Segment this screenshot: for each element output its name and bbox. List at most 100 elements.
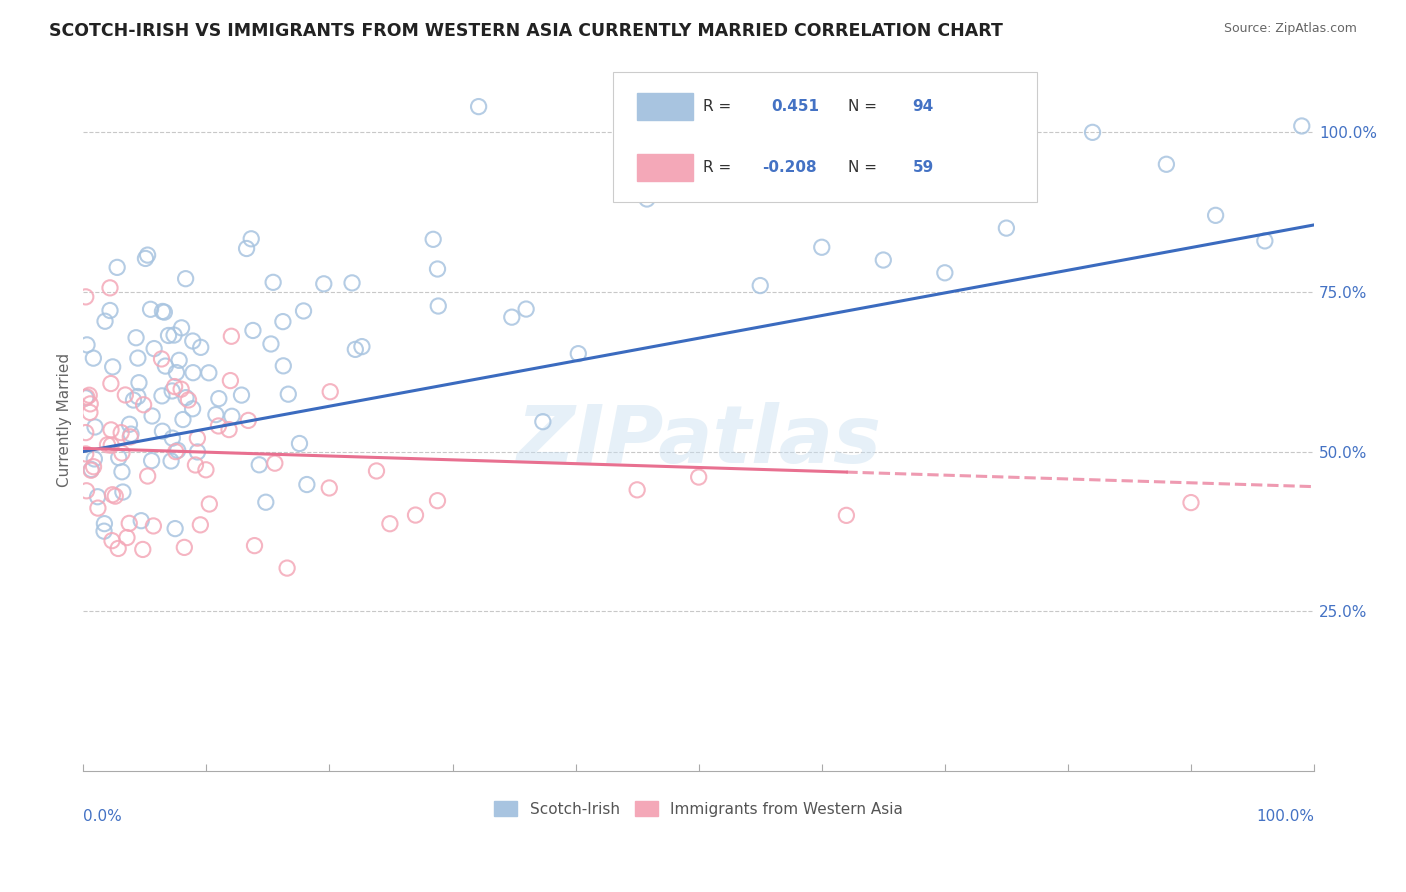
Point xyxy=(98,303,121,318)
Point xyxy=(427,299,450,313)
Point xyxy=(231,388,253,402)
Text: 0.451: 0.451 xyxy=(770,99,818,114)
Point xyxy=(749,278,772,293)
Point xyxy=(127,351,149,365)
Point xyxy=(221,409,243,424)
Point xyxy=(378,516,401,531)
Text: Source: ZipAtlas.com: Source: ZipAtlas.com xyxy=(1223,22,1357,36)
Point xyxy=(172,412,194,426)
Point xyxy=(163,328,186,343)
Point xyxy=(76,483,98,498)
Point xyxy=(142,519,165,533)
Point xyxy=(98,281,121,295)
Text: 100.0%: 100.0% xyxy=(1256,809,1315,824)
Point xyxy=(104,489,127,503)
Point xyxy=(170,321,193,335)
Point xyxy=(96,438,118,452)
Text: R =: R = xyxy=(703,99,731,114)
Point xyxy=(87,501,110,516)
Point xyxy=(101,488,124,502)
Point xyxy=(153,305,176,319)
Point xyxy=(219,374,242,388)
Text: 0.0%: 0.0% xyxy=(83,809,122,824)
Point xyxy=(120,430,142,444)
Point xyxy=(134,252,156,266)
Point xyxy=(167,353,190,368)
Point xyxy=(76,338,98,352)
Point xyxy=(136,469,159,483)
FancyBboxPatch shape xyxy=(613,72,1038,202)
Point xyxy=(136,248,159,262)
Point xyxy=(340,276,363,290)
Bar xyxy=(637,93,693,120)
Point xyxy=(141,409,163,423)
Point xyxy=(186,431,208,445)
Point xyxy=(1291,119,1313,133)
Point xyxy=(188,517,211,532)
Point xyxy=(129,514,152,528)
Point xyxy=(995,221,1018,235)
Point xyxy=(344,343,367,357)
Point xyxy=(238,413,260,427)
Point xyxy=(184,458,207,472)
Point xyxy=(835,508,858,523)
Point xyxy=(101,359,124,374)
Point xyxy=(422,232,444,246)
Point xyxy=(247,458,270,472)
Point xyxy=(235,242,257,256)
Point xyxy=(426,262,449,277)
Point xyxy=(271,359,294,373)
Point xyxy=(263,456,285,470)
Point xyxy=(260,337,283,351)
Point xyxy=(160,384,183,398)
Point xyxy=(100,423,122,437)
Text: 94: 94 xyxy=(912,99,934,114)
Point xyxy=(688,470,710,484)
Bar xyxy=(637,154,693,181)
Point xyxy=(105,260,128,275)
Point xyxy=(75,290,97,304)
Point xyxy=(177,392,200,407)
Point xyxy=(114,388,136,402)
Point xyxy=(75,425,97,440)
Point xyxy=(276,561,298,575)
Point xyxy=(295,477,318,491)
Point xyxy=(111,485,134,500)
Point xyxy=(1156,157,1178,171)
Point xyxy=(186,445,208,459)
Point xyxy=(75,391,97,405)
Point xyxy=(86,490,108,504)
Text: 59: 59 xyxy=(912,161,934,175)
Point xyxy=(405,508,427,522)
Point xyxy=(350,340,373,354)
Point xyxy=(125,331,148,345)
Point xyxy=(190,340,212,354)
Point xyxy=(181,401,204,416)
Point xyxy=(292,304,315,318)
Point xyxy=(127,390,149,404)
Point xyxy=(107,541,129,556)
Point xyxy=(173,541,195,555)
Point xyxy=(567,346,589,360)
Point xyxy=(205,408,228,422)
Point xyxy=(83,451,105,466)
Point xyxy=(242,323,264,337)
Point xyxy=(76,390,98,404)
Point xyxy=(318,481,340,495)
Text: ZIPatlas: ZIPatlas xyxy=(516,401,882,480)
Point xyxy=(319,384,342,399)
Text: -0.208: -0.208 xyxy=(762,161,817,175)
Point xyxy=(82,351,104,366)
Text: R =: R = xyxy=(703,161,731,175)
Point xyxy=(240,232,263,246)
Point xyxy=(515,301,537,316)
Point xyxy=(100,438,122,452)
Point xyxy=(262,276,284,290)
Point xyxy=(218,423,240,437)
Point xyxy=(115,531,138,545)
Point xyxy=(1205,208,1227,222)
Text: N =: N = xyxy=(848,161,877,175)
Text: N =: N = xyxy=(848,99,877,114)
Point xyxy=(312,277,335,291)
Point xyxy=(194,463,217,477)
